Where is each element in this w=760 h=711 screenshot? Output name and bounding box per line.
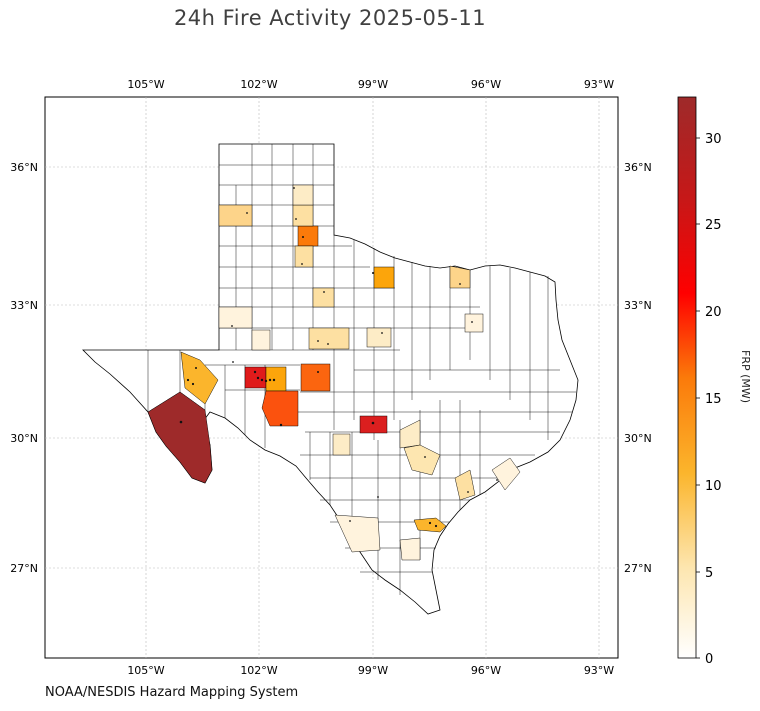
- county-fire-houston: [491, 457, 521, 491]
- county-fire-panhandle: [297, 225, 319, 247]
- colorbar-tick-label: 5: [705, 566, 713, 581]
- lat-label: 30°N: [10, 432, 38, 445]
- lon-label: 105°W: [127, 78, 164, 91]
- colorbar: [677, 96, 697, 659]
- lon-label: 102°W: [240, 78, 277, 91]
- texas-map: [82, 143, 579, 615]
- colorbar-tick-label: 30: [705, 132, 722, 147]
- lon-label: 96°W: [471, 664, 501, 677]
- county-fire-south-texas: [334, 514, 381, 553]
- lon-label: 99°W: [358, 78, 388, 91]
- lat-label: 33°N: [624, 299, 652, 312]
- lat-label: 36°N: [10, 161, 38, 174]
- lon-label: 93°W: [584, 664, 614, 677]
- county-fire-permian-2: [265, 366, 287, 392]
- county-fire-lubbock: [251, 329, 271, 351]
- colorbar-tick-label: 20: [705, 305, 722, 320]
- county-fire-dfw-east: [464, 313, 484, 333]
- lon-label: 99°W: [358, 664, 388, 677]
- fire-detections: [179, 187, 498, 528]
- county-fire-coastal-plain: [454, 469, 476, 501]
- county-fire-panhandle-3: [292, 184, 314, 206]
- county-fire-hill-country: [359, 415, 388, 434]
- map-title: 24h Fire Activity 2025-05-11: [173, 6, 487, 30]
- county-fire-panhandle-2: [292, 204, 314, 227]
- lat-labels-left: 36°N 33°N 30°N 27°N: [10, 161, 38, 575]
- lat-label: 27°N: [10, 562, 38, 575]
- county-fire-panhandle-west: [218, 204, 253, 227]
- colorbar-labels: 0 5 10 15 20 25 30: [705, 132, 722, 667]
- county-fire-coastal-bend: [413, 517, 447, 533]
- lon-label: 93°W: [584, 78, 614, 91]
- lon-label: 102°W: [240, 664, 277, 677]
- lon-labels-top: 105°W 102°W 99°W 96°W 93°W: [127, 78, 614, 91]
- county-fire-panhandle-4: [294, 245, 314, 268]
- county-fire-central-2: [403, 444, 441, 476]
- lon-label: 105°W: [127, 664, 164, 677]
- colorbar-ticks: [696, 137, 700, 659]
- lon-labels-bottom: 105°W 102°W 99°W 96°W 93°W: [127, 664, 614, 677]
- fire-counties: [147, 184, 521, 561]
- lon-label: 96°W: [471, 78, 501, 91]
- county-fire-permian-1: [244, 366, 267, 389]
- county-fire-kleberg: [399, 537, 421, 561]
- county-fire-big-country: [308, 327, 350, 350]
- county-fire-concho: [300, 363, 331, 392]
- lat-labels-right: 36°N 33°N 30°N 27°N: [624, 161, 652, 575]
- county-fire-trans-pecos: [180, 351, 219, 405]
- lat-label: 36°N: [624, 161, 652, 174]
- lat-label: 30°N: [624, 432, 652, 445]
- county-fire-south-plains: [218, 306, 253, 329]
- colorbar-tick-label: 15: [705, 392, 722, 407]
- colorbar-tick-label: 25: [705, 218, 722, 233]
- county-fire-south-central: [332, 433, 351, 456]
- county-fire-north-texas: [373, 266, 395, 289]
- colorbar-title: FRP (MW): [739, 350, 752, 404]
- county-fire-rolling-plains: [312, 287, 335, 308]
- lat-label: 33°N: [10, 299, 38, 312]
- county-fire-red-river: [449, 265, 471, 289]
- county-fire-far-west: [147, 391, 213, 484]
- county-fire-edwards: [261, 390, 299, 427]
- colorbar-tick-label: 10: [705, 479, 722, 494]
- lat-label: 27°N: [624, 562, 652, 575]
- county-fire-cross-timbers: [366, 327, 392, 348]
- source-credit: NOAA/NESDIS Hazard Mapping System: [45, 685, 299, 700]
- colorbar-tick-label: 0: [705, 652, 713, 667]
